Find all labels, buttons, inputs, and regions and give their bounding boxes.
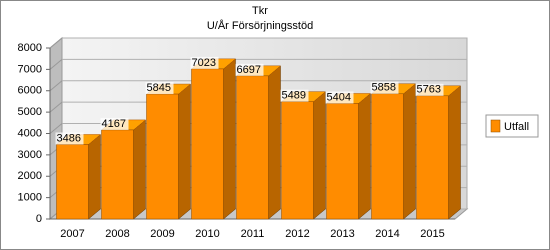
bar	[236, 75, 269, 220]
value-label: 5858	[372, 82, 396, 94]
bar	[326, 103, 359, 220]
bar-side	[178, 83, 191, 220]
bar	[281, 101, 314, 220]
x-tick-label: 2014	[375, 228, 399, 240]
x-tick-label: 2010	[195, 228, 219, 240]
bar-side	[358, 92, 371, 220]
value-label: 7023	[192, 57, 216, 69]
x-tick-label: 2013	[330, 228, 354, 240]
grid-line	[49, 37, 63, 49]
bar-side	[448, 85, 461, 220]
value-label: 5763	[417, 84, 441, 96]
grid-line	[49, 101, 63, 113]
x-tick-label: 2007	[60, 228, 84, 240]
chart-subtitle: U/År Försörjningsstöd	[207, 19, 313, 32]
bar	[56, 144, 89, 220]
bar-side	[313, 91, 326, 220]
legend-swatch	[490, 119, 501, 133]
value-label-bg	[415, 83, 444, 96]
value-label: 5404	[327, 91, 351, 103]
bar-side	[223, 58, 236, 220]
value-label-bg	[370, 81, 399, 94]
grid-line	[49, 58, 63, 70]
y-tick-label: 6000	[18, 85, 42, 97]
x-tick-label: 2009	[150, 228, 174, 240]
y-tick-label: 4000	[18, 127, 42, 139]
value-label-bg	[55, 132, 84, 145]
bar	[371, 93, 404, 220]
bar	[191, 68, 224, 220]
x-tick-label: 2015	[420, 228, 444, 240]
value-label: 5845	[147, 82, 171, 94]
x-tick-label: 2008	[105, 228, 129, 240]
value-label: 5489	[282, 90, 306, 102]
y-tick-label: 2000	[18, 170, 42, 182]
y-tick-label: 5000	[18, 106, 42, 118]
x-tick-label: 2012	[285, 228, 309, 240]
y-tick-label: 3000	[18, 149, 42, 161]
value-label: 4167	[102, 118, 126, 130]
bar-side	[88, 133, 101, 220]
value-label-bg	[325, 91, 354, 104]
bar	[146, 93, 179, 220]
y-tick-label: 0	[36, 213, 42, 225]
value-label-bg	[100, 117, 129, 130]
y-tick-label: 1000	[18, 192, 42, 204]
bar-side	[133, 119, 146, 220]
value-label: 3486	[57, 132, 81, 144]
grid-line	[49, 123, 63, 134]
bar	[416, 95, 449, 220]
chart-title: Tkr	[252, 5, 268, 17]
value-label-bg	[280, 89, 309, 102]
bar-side	[403, 83, 416, 220]
value-label-bg	[145, 82, 174, 95]
x-tick-label: 2011	[241, 228, 265, 240]
legend-label: Utfall	[504, 121, 529, 133]
bar-side	[268, 65, 281, 220]
value-label: 6697	[237, 64, 261, 76]
value-label-bg	[235, 63, 264, 76]
y-tick-label: 7000	[18, 63, 42, 75]
grid-line	[49, 80, 63, 92]
bar	[101, 129, 134, 220]
y-tick-label: 8000	[18, 42, 42, 54]
value-label-bg	[190, 56, 219, 69]
